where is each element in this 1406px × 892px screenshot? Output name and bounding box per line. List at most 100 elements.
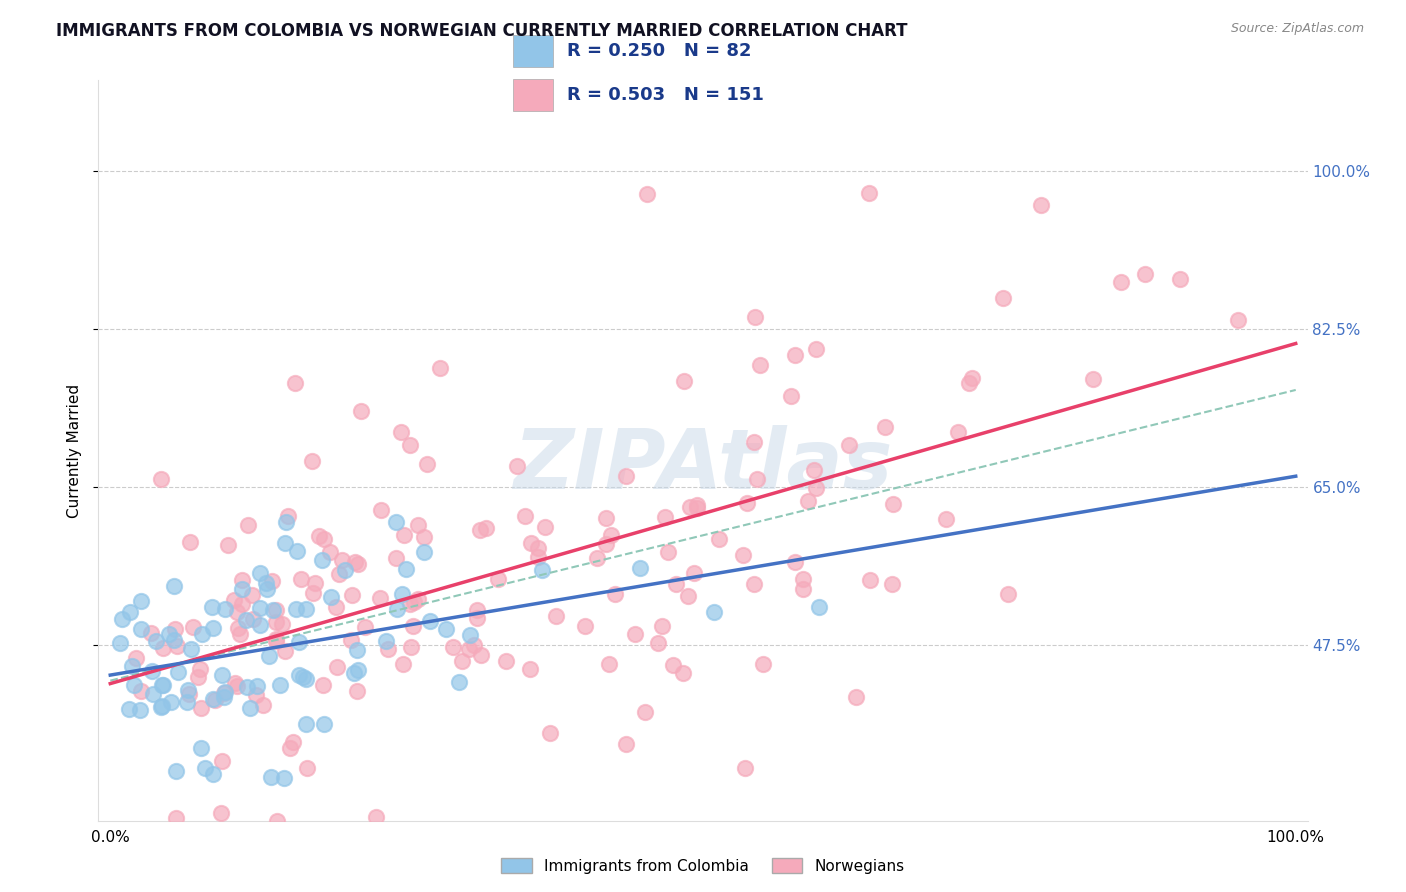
Point <box>301 454 323 468</box>
Point <box>188 662 211 676</box>
Point <box>603 587 626 601</box>
Point <box>586 551 609 566</box>
Point <box>292 670 315 684</box>
Point <box>406 518 429 533</box>
Point <box>273 772 295 786</box>
Point <box>150 699 173 714</box>
Point <box>375 634 398 648</box>
Point <box>163 633 186 648</box>
Point <box>458 627 481 641</box>
Point <box>599 527 621 541</box>
Point <box>391 586 413 600</box>
Point <box>260 770 283 784</box>
Point <box>288 635 311 649</box>
Point <box>177 683 200 698</box>
Point <box>391 657 413 672</box>
Point <box>672 665 695 680</box>
Point <box>179 535 201 549</box>
Point <box>177 688 200 702</box>
Point <box>703 606 725 620</box>
Point <box>737 496 759 510</box>
Point <box>256 582 278 596</box>
Point <box>266 615 288 630</box>
Point <box>451 654 474 668</box>
Point <box>389 425 412 439</box>
Point <box>519 662 541 676</box>
Point <box>858 186 880 200</box>
Point <box>262 602 284 616</box>
Point <box>731 549 754 563</box>
FancyBboxPatch shape <box>513 35 553 67</box>
Point <box>402 595 425 609</box>
Point <box>304 576 326 591</box>
Point <box>347 558 370 572</box>
Point <box>281 735 304 749</box>
Point <box>377 642 399 657</box>
Point <box>231 582 253 596</box>
Point <box>330 553 353 567</box>
Point <box>685 499 707 513</box>
Point <box>544 608 567 623</box>
Point <box>797 494 820 508</box>
Point <box>235 680 257 694</box>
Point <box>231 597 253 611</box>
Legend: Immigrants from Colombia, Norwegians: Immigrants from Colombia, Norwegians <box>495 852 911 880</box>
Point <box>278 741 301 756</box>
Point <box>152 677 174 691</box>
Point <box>128 703 150 717</box>
Text: ZIPAtlas: ZIPAtlas <box>513 425 893 506</box>
Point <box>399 438 422 452</box>
Point <box>214 602 236 616</box>
Point <box>225 605 247 619</box>
Point <box>882 577 904 591</box>
Point <box>399 598 422 612</box>
Point <box>574 619 596 633</box>
Point <box>804 481 827 495</box>
Point <box>463 638 485 652</box>
Point <box>167 665 190 679</box>
Point <box>465 611 488 625</box>
Point <box>245 688 267 702</box>
Point <box>190 701 212 715</box>
Point <box>264 632 287 646</box>
Point <box>181 620 204 634</box>
Point <box>458 642 481 657</box>
Point <box>274 643 297 657</box>
Point <box>647 636 669 650</box>
Point <box>343 666 366 681</box>
Point <box>538 726 561 740</box>
Point <box>1081 372 1104 386</box>
Point <box>314 716 336 731</box>
Point <box>530 563 553 577</box>
Point <box>676 589 699 603</box>
Point <box>935 512 957 526</box>
Point <box>288 667 311 681</box>
Point <box>614 737 637 751</box>
Point <box>506 458 529 473</box>
Point <box>262 574 284 588</box>
Point <box>346 642 368 657</box>
Point <box>228 621 250 635</box>
Point <box>118 702 141 716</box>
Point <box>204 692 226 706</box>
Point <box>394 528 416 542</box>
Point <box>349 404 371 418</box>
Point <box>792 572 814 586</box>
Point <box>685 500 707 515</box>
Point <box>419 614 441 628</box>
Text: Source: ZipAtlas.com: Source: ZipAtlas.com <box>1230 22 1364 36</box>
Point <box>534 519 557 533</box>
Point <box>387 602 409 616</box>
Point <box>165 811 187 825</box>
Point <box>201 599 224 614</box>
Point <box>202 621 225 635</box>
Point <box>211 668 233 682</box>
Point <box>269 678 291 692</box>
Point <box>486 572 509 586</box>
Point <box>657 545 679 559</box>
Point <box>297 761 319 775</box>
Point <box>434 622 457 636</box>
Point <box>384 551 406 566</box>
Point <box>157 627 180 641</box>
Point <box>141 625 163 640</box>
